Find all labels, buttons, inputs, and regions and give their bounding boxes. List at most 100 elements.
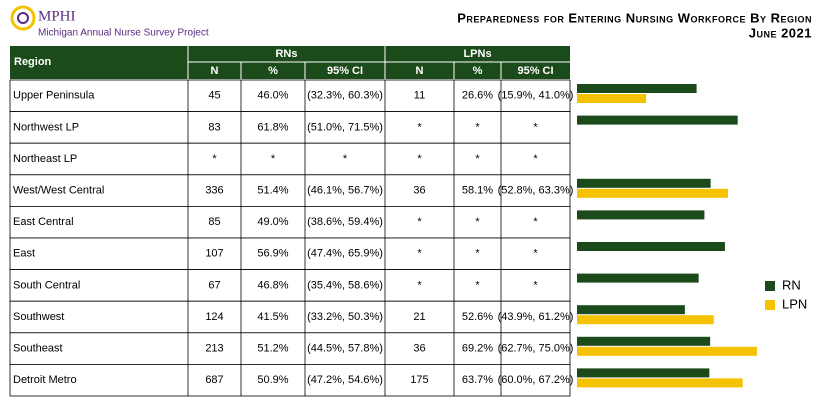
table-cell: 36 bbox=[413, 343, 425, 355]
table-cell: * bbox=[475, 279, 480, 291]
bar bbox=[577, 315, 714, 325]
table-cell: 56.9% bbox=[257, 248, 288, 260]
bar bbox=[577, 242, 725, 251]
table-row bbox=[9, 332, 571, 365]
table-row bbox=[9, 142, 571, 176]
table-cell: * bbox=[212, 153, 217, 165]
chart-title: Preparedness for Entering Nursing Workfo… bbox=[457, 10, 812, 25]
header-cell: RNs bbox=[275, 48, 297, 60]
table-row bbox=[9, 79, 571, 113]
table-cell: 85 bbox=[208, 216, 220, 228]
table-cell: * bbox=[533, 279, 538, 291]
logo: MPHI Michigan Annual Nurse Survey Projec… bbox=[10, 5, 209, 39]
table-cell: 41.5% bbox=[257, 311, 288, 323]
region-cell: Upper Peninsula bbox=[13, 90, 95, 102]
table-cell: 46.0% bbox=[257, 90, 288, 102]
table-cell: * bbox=[417, 121, 422, 133]
table-cell: (47.4%, 65.9%) bbox=[307, 248, 383, 260]
table-cell: 687 bbox=[205, 374, 223, 386]
table-cell: 83 bbox=[208, 121, 220, 133]
region-cell: Northeast LP bbox=[13, 153, 77, 165]
header-cell: Region bbox=[14, 56, 52, 68]
legend-label: LPN bbox=[782, 296, 807, 311]
table-cell: 49.0% bbox=[257, 216, 288, 228]
table-cell: 21 bbox=[413, 311, 425, 323]
table-cell: (51.0%, 71.5%) bbox=[307, 121, 383, 133]
region-cell: Detroit Metro bbox=[13, 374, 77, 386]
table-cell: (35.4%, 58.6%) bbox=[307, 279, 383, 291]
table-cell: 336 bbox=[205, 185, 223, 197]
logo-project: Michigan Annual Nurse Survey Project bbox=[38, 28, 209, 39]
table-cell: 50.9% bbox=[257, 374, 288, 386]
bar bbox=[577, 273, 699, 283]
table-cell: 46.8% bbox=[257, 279, 288, 291]
header-cell: LPNs bbox=[463, 48, 491, 60]
chart-subtitle: June 2021 bbox=[749, 25, 812, 40]
region-cell: Southeast bbox=[13, 343, 63, 355]
table-row bbox=[9, 205, 571, 239]
region-cell: East Central bbox=[13, 216, 74, 228]
table-cell: * bbox=[533, 248, 538, 260]
table-cell: * bbox=[475, 248, 480, 260]
table-cell: (33.2%, 50.3%) bbox=[307, 311, 383, 323]
table-cell: * bbox=[475, 121, 480, 133]
table-row bbox=[9, 237, 571, 271]
header-cell: 95% CI bbox=[327, 65, 363, 77]
table-cell: (44.5%, 57.8%) bbox=[307, 343, 383, 355]
table-cell: * bbox=[475, 153, 480, 165]
bar bbox=[577, 210, 705, 220]
header-cell: N bbox=[211, 65, 219, 77]
table-row bbox=[9, 111, 571, 144]
table-cell: (60.0%, 67.2%) bbox=[498, 374, 574, 386]
legend-swatch bbox=[765, 281, 775, 291]
table-cell: * bbox=[417, 248, 422, 260]
bar bbox=[577, 188, 729, 198]
table-cell: * bbox=[343, 153, 348, 165]
bar bbox=[577, 94, 647, 103]
table-cell: 61.8% bbox=[257, 121, 288, 133]
table-cell: 124 bbox=[205, 311, 223, 323]
region-cell: West/West Central bbox=[13, 185, 104, 197]
table-cell: 175 bbox=[410, 374, 428, 386]
table-cell: 63.7% bbox=[462, 374, 493, 386]
logo-emblem-inner bbox=[17, 12, 29, 24]
table-cell: (52.8%, 63.3%) bbox=[498, 185, 574, 197]
table-cell: 52.6% bbox=[462, 311, 493, 323]
table-cell: 51.4% bbox=[257, 185, 288, 197]
table-cell: 11 bbox=[414, 90, 425, 102]
logo-emblem bbox=[10, 5, 36, 31]
table-cell: 67 bbox=[208, 279, 220, 291]
table-row bbox=[9, 363, 571, 397]
table-cell: 69.2% bbox=[462, 343, 493, 355]
region-cell: East bbox=[13, 248, 35, 260]
bar bbox=[577, 178, 711, 188]
table-cell: * bbox=[271, 153, 276, 165]
bar bbox=[577, 336, 711, 346]
bar bbox=[577, 346, 757, 356]
table-cell: (62.7%, 75.0%) bbox=[498, 343, 574, 355]
region-cell: Northwest LP bbox=[13, 121, 79, 133]
table-row bbox=[9, 300, 571, 334]
region-cell: South Central bbox=[13, 279, 80, 291]
logo-name: MPHI bbox=[38, 8, 76, 24]
table-cell: * bbox=[475, 216, 480, 228]
table-cell: 45 bbox=[208, 90, 220, 102]
bar bbox=[577, 378, 743, 388]
table-cell: 51.2% bbox=[257, 343, 288, 355]
table-cell: * bbox=[533, 216, 538, 228]
header-cell: N bbox=[416, 65, 424, 77]
table-cell: * bbox=[417, 216, 422, 228]
header-cell: 95% CI bbox=[517, 65, 553, 77]
table-cell: 213 bbox=[205, 343, 223, 355]
table-cell: * bbox=[533, 121, 538, 133]
table-cell: (15.9%, 41.0%) bbox=[498, 90, 574, 102]
table-row bbox=[9, 269, 571, 302]
header-cell: % bbox=[473, 65, 483, 77]
table-cell: (46.1%, 56.7%) bbox=[307, 185, 383, 197]
table-cell: 36 bbox=[413, 185, 425, 197]
table-cell: (43.9%, 61.2%) bbox=[498, 311, 574, 323]
bar bbox=[577, 305, 685, 315]
table-cell: * bbox=[417, 279, 422, 291]
legend-label: RN bbox=[782, 277, 801, 292]
